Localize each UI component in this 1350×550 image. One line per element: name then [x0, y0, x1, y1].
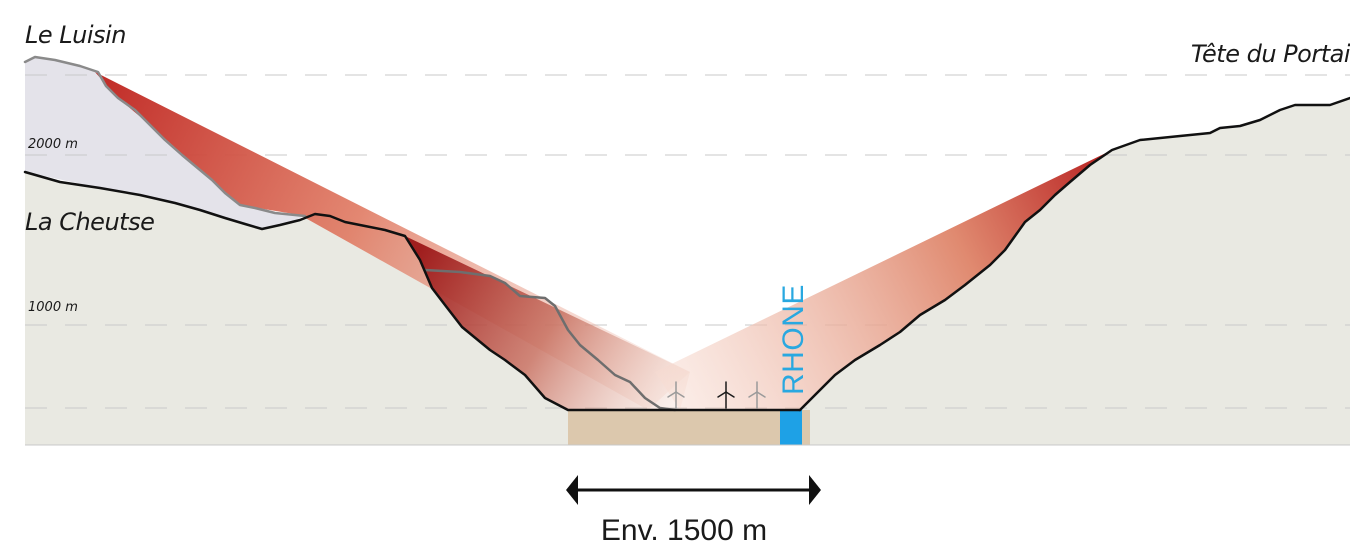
- wind-turbine-icon: [667, 381, 685, 409]
- right-mountain: [800, 98, 1350, 445]
- river-rhone: [780, 410, 802, 445]
- wind-turbine-icon: [748, 381, 766, 409]
- valley-floor-group: [25, 410, 1350, 446]
- peak-label-tete-du-portai: Tête du Portai: [1191, 40, 1350, 68]
- labels: Le Luisin Tête du Portai La Cheutse 2000…: [25, 21, 1350, 547]
- peak-label-le-luisin: Le Luisin: [25, 21, 126, 49]
- left-ridge-outline: [23, 170, 802, 412]
- valley-width-label: Env. 1500 m: [601, 514, 767, 547]
- valley-floor: [568, 410, 810, 445]
- elevation-label-1000: 1000 m: [28, 300, 78, 315]
- river-label-rhone: RHONE: [777, 284, 810, 395]
- terrain: [25, 57, 1350, 445]
- left-slope-shade: [405, 236, 690, 410]
- inner-slope-outline: [423, 268, 677, 412]
- elevation-label-2000: 2000 m: [28, 137, 78, 152]
- terrain-outlines: [23, 55, 1350, 412]
- wind-turbine-icon: [717, 381, 735, 409]
- right-ridge-outline: [798, 96, 1350, 412]
- back-ridge-outline: [23, 55, 307, 218]
- shadow-wedges: [95, 72, 1112, 410]
- ridge-label-la-cheutse: La Cheutse: [25, 208, 154, 236]
- left-mountain: [25, 172, 568, 445]
- wind-turbines: [667, 381, 766, 409]
- right-shadow-wedge: [655, 150, 1112, 410]
- double-arrow-icon: [566, 475, 821, 505]
